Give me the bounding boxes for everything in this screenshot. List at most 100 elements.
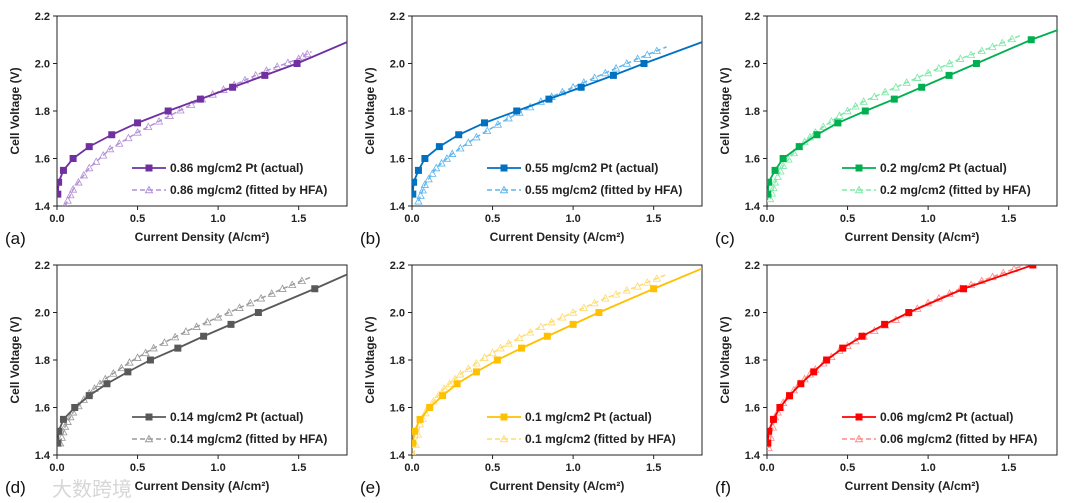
actual-marker <box>69 155 77 162</box>
panel-label: (f) <box>715 478 731 497</box>
y-tick-label: 2.2 <box>745 260 760 272</box>
actual-marker <box>293 60 301 67</box>
y-tick-label: 1.6 <box>745 403 760 415</box>
fitted-marker <box>590 298 599 307</box>
fitted-marker <box>568 308 578 316</box>
plot-area <box>767 265 1037 452</box>
x-tick-label: 1.0 <box>210 213 225 225</box>
fitted-marker <box>181 327 191 335</box>
actual-marker <box>769 415 777 423</box>
actual-marker <box>960 285 968 293</box>
x-tick-label: 1.5 <box>1001 462 1016 474</box>
fitted-marker <box>125 358 134 366</box>
fitted-marker <box>770 177 780 186</box>
fitted-marker <box>536 322 546 330</box>
y-axis-title: Cell Voltage (V) <box>718 316 732 403</box>
fitted-marker <box>57 433 67 441</box>
fitted-marker <box>988 42 997 51</box>
actual-marker <box>414 166 422 174</box>
actual-marker <box>518 344 526 352</box>
fitted-marker <box>851 101 860 110</box>
fitted-marker <box>977 46 986 55</box>
legend-marker-fitted <box>854 185 864 194</box>
fitted-marker <box>784 154 793 163</box>
actual-marker <box>134 119 142 127</box>
x-tick-label: 1.5 <box>291 213 306 225</box>
actual-marker <box>823 356 831 364</box>
fitted-marker <box>412 450 417 455</box>
fitted-marker <box>934 63 944 72</box>
legend-label-fitted: 0.14 mg/cm2 (fitted by HFA) <box>170 432 327 446</box>
fitted-marker <box>472 358 481 367</box>
fitted-marker <box>160 338 169 346</box>
actual-marker <box>227 320 235 328</box>
legend-marker-actual <box>500 413 508 421</box>
fitted-marker <box>773 172 782 180</box>
actual-marker <box>59 166 67 174</box>
fitted-marker <box>124 133 133 142</box>
legend-label-actual: 0.2 mg/cm2 Pt (actual) <box>880 161 1007 175</box>
fitted-line <box>64 50 312 206</box>
fitted-marker <box>66 190 75 199</box>
actual-marker <box>59 415 67 423</box>
y-tick-label: 1.8 <box>390 106 405 118</box>
actual-marker <box>905 309 913 316</box>
plot-area <box>767 29 1057 203</box>
y-tick-label: 2.0 <box>390 308 405 320</box>
actual-marker <box>85 392 93 400</box>
fitted-marker <box>504 113 513 122</box>
legend-label-actual: 0.55 mg/cm2 Pt (actual) <box>525 161 658 175</box>
y-tick-label: 1.4 <box>390 450 406 462</box>
actual-marker <box>472 368 480 376</box>
fitted-marker <box>504 339 513 347</box>
legend-label-actual: 0.06 mg/cm2 Pt (actual) <box>880 410 1013 424</box>
actual-marker <box>786 392 794 400</box>
fitted-marker <box>966 280 976 288</box>
actual-marker <box>858 332 866 340</box>
y-tick-label: 1.4 <box>390 201 406 213</box>
fitted-marker <box>859 97 868 105</box>
fitted-marker <box>442 154 452 162</box>
panel-label: (d) <box>5 478 26 497</box>
fitted-marker <box>902 78 911 86</box>
plot-frame <box>766 15 1058 207</box>
x-tick-label: 1.0 <box>210 462 225 474</box>
fitted-marker <box>149 343 158 352</box>
legend-label-actual: 0.14 mg/cm2 Pt (actual) <box>170 410 303 424</box>
plot-frame <box>766 264 1058 456</box>
actual-marker <box>1029 265 1037 269</box>
fitted-marker <box>643 50 652 58</box>
legend-marker-fitted <box>499 185 509 194</box>
fitted-marker <box>203 317 212 326</box>
actual-marker <box>261 71 269 79</box>
fitted-marker <box>448 149 457 157</box>
fitted-marker <box>68 185 78 193</box>
fitted-marker <box>133 353 142 361</box>
actual-marker <box>595 309 603 316</box>
fitted-marker <box>827 116 836 125</box>
fitted-marker <box>224 308 234 316</box>
actual-marker <box>435 143 443 151</box>
fitted-marker <box>60 422 70 430</box>
fitted-marker <box>213 312 223 321</box>
fitted-marker <box>99 151 108 159</box>
actual-marker <box>861 107 869 115</box>
actual-marker <box>174 344 182 352</box>
x-axis-title: Current Density (A/cm²) <box>135 230 270 244</box>
y-tick-label: 2.0 <box>745 59 760 71</box>
actual-marker <box>577 83 585 91</box>
actual-marker <box>146 356 154 364</box>
fitted-marker <box>464 138 473 146</box>
fitted-marker <box>63 196 72 204</box>
actual-marker <box>108 131 116 139</box>
actual-marker <box>890 95 898 103</box>
fitted-marker <box>913 73 922 81</box>
x-tick-label: 0.0 <box>759 462 774 474</box>
x-axis-title: Current Density (A/cm²) <box>490 230 625 244</box>
actual-marker <box>57 439 62 447</box>
legend-marker-fitted <box>854 434 864 443</box>
actual-marker <box>771 166 779 174</box>
fitted-marker <box>303 49 312 58</box>
fitted-marker <box>496 343 505 352</box>
fitted-marker <box>998 38 1007 47</box>
